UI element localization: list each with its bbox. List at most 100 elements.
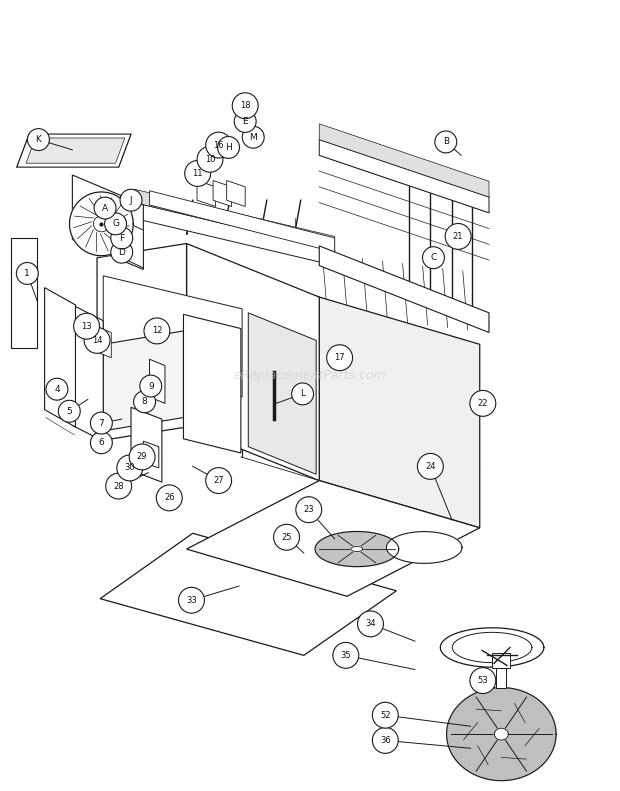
Polygon shape [11, 238, 37, 348]
Circle shape [242, 127, 264, 148]
Circle shape [179, 587, 205, 613]
Circle shape [94, 197, 116, 219]
Polygon shape [319, 246, 489, 332]
Polygon shape [122, 220, 143, 268]
Polygon shape [100, 533, 396, 656]
Text: 53: 53 [477, 676, 488, 685]
Text: 30: 30 [125, 464, 135, 472]
Text: M: M [249, 133, 257, 142]
Text: 13: 13 [81, 322, 92, 331]
Polygon shape [315, 532, 399, 566]
Circle shape [435, 131, 457, 153]
Text: 52: 52 [380, 710, 391, 720]
Circle shape [373, 728, 398, 753]
Circle shape [234, 111, 256, 132]
Polygon shape [134, 189, 335, 250]
Polygon shape [73, 175, 143, 270]
Text: 26: 26 [164, 494, 175, 502]
Text: J: J [130, 195, 132, 205]
Circle shape [74, 313, 99, 339]
Polygon shape [69, 192, 133, 255]
Text: G: G [112, 219, 119, 229]
Text: 4: 4 [54, 384, 60, 394]
FancyBboxPatch shape [497, 668, 507, 687]
Circle shape [16, 263, 38, 285]
Circle shape [206, 467, 232, 494]
Circle shape [27, 129, 50, 150]
Text: 6: 6 [99, 438, 104, 447]
Polygon shape [26, 138, 125, 163]
Circle shape [91, 412, 112, 434]
Text: 21: 21 [453, 232, 463, 241]
Circle shape [206, 132, 232, 158]
Polygon shape [149, 359, 165, 403]
Polygon shape [73, 305, 104, 441]
Circle shape [111, 241, 133, 263]
Circle shape [91, 432, 112, 454]
Circle shape [218, 137, 239, 158]
Text: 10: 10 [205, 155, 215, 164]
Circle shape [156, 485, 182, 511]
Text: A: A [102, 203, 108, 213]
Text: 18: 18 [240, 101, 250, 110]
Text: L: L [300, 389, 305, 399]
Text: eReplacementParts.com: eReplacementParts.com [234, 369, 386, 382]
Circle shape [373, 702, 398, 729]
Text: 16: 16 [213, 141, 224, 149]
Polygon shape [187, 481, 480, 596]
Text: 33: 33 [186, 596, 197, 605]
Text: 25: 25 [281, 533, 292, 542]
Circle shape [333, 642, 359, 668]
Circle shape [144, 318, 170, 344]
Text: 34: 34 [365, 619, 376, 628]
Circle shape [84, 327, 110, 354]
Circle shape [197, 146, 223, 172]
Text: 1: 1 [24, 269, 30, 278]
Polygon shape [134, 202, 335, 266]
Polygon shape [197, 180, 216, 206]
Text: H: H [225, 143, 232, 152]
Circle shape [327, 345, 353, 371]
Polygon shape [97, 327, 111, 358]
FancyBboxPatch shape [492, 653, 510, 668]
Polygon shape [494, 729, 508, 740]
Text: 14: 14 [92, 336, 102, 345]
Circle shape [417, 453, 443, 479]
Polygon shape [104, 331, 184, 431]
Circle shape [358, 611, 383, 637]
Text: 11: 11 [192, 169, 203, 178]
Polygon shape [17, 134, 131, 167]
Text: E: E [242, 117, 248, 126]
Text: 28: 28 [113, 482, 124, 490]
Circle shape [273, 524, 299, 551]
Text: D: D [118, 248, 125, 257]
Polygon shape [227, 180, 245, 206]
Circle shape [140, 375, 162, 397]
Text: 5: 5 [66, 407, 72, 416]
Text: 27: 27 [213, 476, 224, 485]
Circle shape [105, 213, 126, 235]
Polygon shape [213, 180, 232, 206]
Polygon shape [319, 139, 489, 213]
Text: 36: 36 [380, 736, 391, 745]
Text: F: F [119, 233, 124, 243]
Circle shape [58, 400, 80, 422]
Polygon shape [440, 628, 544, 667]
Text: 22: 22 [477, 399, 488, 408]
Circle shape [111, 227, 133, 249]
Text: 24: 24 [425, 462, 436, 471]
Polygon shape [184, 314, 241, 453]
Text: 17: 17 [334, 354, 345, 362]
Polygon shape [319, 124, 489, 197]
Text: 7: 7 [99, 418, 104, 428]
Circle shape [291, 383, 314, 405]
Polygon shape [45, 288, 76, 427]
Polygon shape [149, 191, 335, 252]
Circle shape [185, 161, 211, 187]
Polygon shape [248, 312, 316, 475]
Text: 29: 29 [137, 452, 148, 461]
Text: 12: 12 [152, 327, 162, 335]
Circle shape [296, 497, 322, 523]
Polygon shape [187, 244, 319, 481]
Text: C: C [430, 253, 436, 262]
